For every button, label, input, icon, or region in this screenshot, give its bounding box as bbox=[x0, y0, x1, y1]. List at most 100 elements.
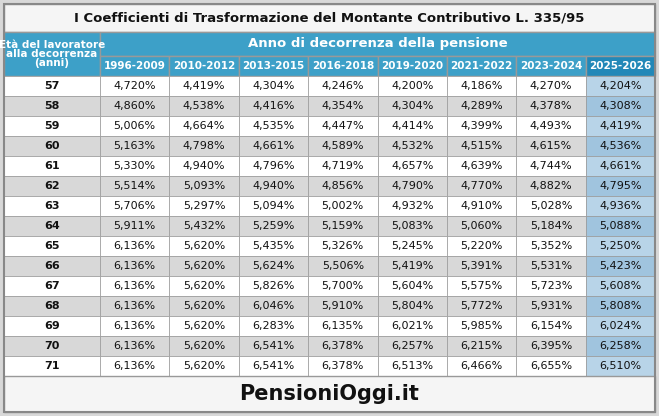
Bar bbox=[100, 256, 169, 276]
Text: 4,657%: 4,657% bbox=[391, 161, 434, 171]
Bar bbox=[4, 4, 655, 32]
Text: 5,624%: 5,624% bbox=[252, 261, 295, 271]
Bar bbox=[308, 96, 378, 116]
Text: 5,352%: 5,352% bbox=[530, 241, 572, 251]
Text: 2013-2015: 2013-2015 bbox=[243, 61, 304, 71]
Text: 4,860%: 4,860% bbox=[113, 101, 156, 111]
Text: 5,620%: 5,620% bbox=[183, 281, 225, 291]
Text: 71: 71 bbox=[44, 361, 60, 371]
Text: 60: 60 bbox=[44, 141, 60, 151]
Text: 6,510%: 6,510% bbox=[599, 361, 641, 371]
Bar bbox=[169, 176, 239, 196]
Bar bbox=[308, 176, 378, 196]
Text: 5,804%: 5,804% bbox=[391, 301, 434, 311]
Text: 6,136%: 6,136% bbox=[113, 281, 156, 291]
Text: 4,790%: 4,790% bbox=[391, 181, 434, 191]
Text: 5,159%: 5,159% bbox=[322, 221, 364, 231]
Bar bbox=[516, 236, 586, 256]
Bar bbox=[100, 32, 655, 56]
Text: 5,608%: 5,608% bbox=[599, 281, 641, 291]
Text: 6,136%: 6,136% bbox=[113, 361, 156, 371]
Bar bbox=[239, 336, 308, 356]
Text: 4,414%: 4,414% bbox=[391, 121, 434, 131]
Text: 5,700%: 5,700% bbox=[322, 281, 364, 291]
Text: 4,661%: 4,661% bbox=[599, 161, 641, 171]
Bar bbox=[4, 316, 100, 336]
Text: 5,826%: 5,826% bbox=[252, 281, 295, 291]
Text: 5,620%: 5,620% bbox=[183, 341, 225, 351]
Bar bbox=[516, 156, 586, 176]
Bar bbox=[239, 296, 308, 316]
Text: 4,354%: 4,354% bbox=[322, 101, 364, 111]
Bar bbox=[447, 296, 516, 316]
Text: 5,575%: 5,575% bbox=[461, 281, 503, 291]
Text: 2019-2020: 2019-2020 bbox=[381, 61, 444, 71]
Text: 5,002%: 5,002% bbox=[322, 201, 364, 211]
Text: 5,326%: 5,326% bbox=[322, 241, 364, 251]
Bar bbox=[100, 296, 169, 316]
Bar bbox=[169, 256, 239, 276]
Bar bbox=[516, 56, 586, 76]
Text: 4,308%: 4,308% bbox=[599, 101, 641, 111]
Bar bbox=[100, 156, 169, 176]
Bar bbox=[378, 96, 447, 116]
Text: 5,604%: 5,604% bbox=[391, 281, 434, 291]
Text: 6,136%: 6,136% bbox=[113, 321, 156, 331]
Bar bbox=[447, 196, 516, 216]
Bar bbox=[516, 336, 586, 356]
Bar bbox=[239, 196, 308, 216]
Bar bbox=[169, 76, 239, 96]
Bar bbox=[239, 216, 308, 236]
Bar bbox=[239, 76, 308, 96]
Text: PensioniOggi.it: PensioniOggi.it bbox=[240, 384, 419, 404]
Bar bbox=[378, 296, 447, 316]
Bar bbox=[4, 276, 100, 296]
Bar bbox=[4, 376, 655, 412]
Text: 67: 67 bbox=[44, 281, 60, 291]
Text: 69: 69 bbox=[44, 321, 60, 331]
Text: 4,378%: 4,378% bbox=[530, 101, 572, 111]
Text: 4,416%: 4,416% bbox=[252, 101, 295, 111]
Text: 4,796%: 4,796% bbox=[252, 161, 295, 171]
Bar bbox=[169, 116, 239, 136]
Bar bbox=[586, 136, 655, 156]
Bar bbox=[308, 76, 378, 96]
Text: 5,245%: 5,245% bbox=[391, 241, 434, 251]
Bar bbox=[516, 116, 586, 136]
Bar bbox=[4, 96, 100, 116]
Bar bbox=[239, 356, 308, 376]
Bar bbox=[239, 256, 308, 276]
Bar bbox=[100, 216, 169, 236]
Bar bbox=[4, 136, 100, 156]
Bar bbox=[169, 236, 239, 256]
Text: 5,435%: 5,435% bbox=[252, 241, 295, 251]
Bar bbox=[169, 356, 239, 376]
Bar bbox=[169, 56, 239, 76]
Text: 2021-2022: 2021-2022 bbox=[451, 61, 513, 71]
Bar bbox=[169, 216, 239, 236]
Bar bbox=[308, 256, 378, 276]
Bar bbox=[239, 136, 308, 156]
Text: 4,419%: 4,419% bbox=[183, 81, 225, 91]
Text: 66: 66 bbox=[44, 261, 60, 271]
Text: 59: 59 bbox=[44, 121, 60, 131]
Bar bbox=[516, 176, 586, 196]
Text: 4,936%: 4,936% bbox=[599, 201, 641, 211]
Bar bbox=[586, 276, 655, 296]
Bar bbox=[100, 136, 169, 156]
Text: 5,506%: 5,506% bbox=[322, 261, 364, 271]
Bar bbox=[447, 216, 516, 236]
Bar bbox=[447, 56, 516, 76]
Bar bbox=[586, 236, 655, 256]
Text: 5,391%: 5,391% bbox=[461, 261, 503, 271]
Text: 6,215%: 6,215% bbox=[461, 341, 503, 351]
Text: 4,770%: 4,770% bbox=[461, 181, 503, 191]
Bar bbox=[239, 96, 308, 116]
Text: 6,021%: 6,021% bbox=[391, 321, 434, 331]
Text: 4,304%: 4,304% bbox=[252, 81, 295, 91]
Bar bbox=[169, 336, 239, 356]
Bar bbox=[239, 176, 308, 196]
Bar bbox=[586, 116, 655, 136]
Bar bbox=[4, 156, 100, 176]
Text: 4,795%: 4,795% bbox=[599, 181, 642, 191]
